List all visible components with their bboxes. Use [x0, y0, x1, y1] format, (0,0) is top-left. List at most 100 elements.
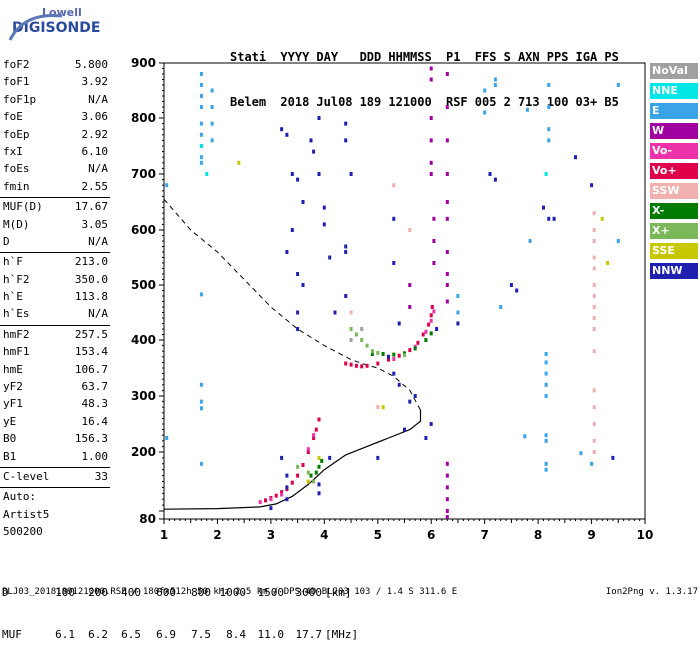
trace-point-e [165, 183, 169, 188]
trace-point-ssw [392, 183, 396, 188]
x-tick-label: 5 [374, 528, 382, 542]
param-row: h`Es N/A [0, 305, 110, 322]
logo-swoosh [8, 14, 63, 41]
trace-point-e [547, 127, 551, 132]
trace-point-e [165, 436, 169, 440]
trace-point-w [429, 172, 433, 176]
trace-point-x [312, 479, 316, 484]
legend-item-vo-5: Vo+ [650, 163, 698, 179]
trace-point-w [429, 138, 433, 143]
trace-point-e [483, 110, 487, 115]
trace-point-vo [376, 361, 380, 366]
x-tick-label: 6 [427, 528, 435, 542]
header-labels-6: FFS [474, 50, 497, 64]
trace-point-vo [421, 332, 425, 337]
param-name: foF2 [3, 58, 30, 71]
trace-point-w [445, 283, 449, 287]
trace-point-sse [237, 160, 241, 165]
param-name: foEs [3, 162, 30, 176]
trace-point-x [349, 327, 353, 331]
trace-point-nnw [301, 283, 305, 287]
trace-point-vo [360, 364, 364, 369]
logo-line2: DIGISONDE [12, 20, 101, 36]
trace-point-e [547, 83, 551, 87]
trace-point-vo [290, 480, 294, 485]
header-labels-8: AXN [517, 50, 540, 64]
trace-point-nnw [280, 455, 284, 460]
trace-point-w [445, 172, 449, 176]
trace-point-nnw [574, 155, 577, 160]
dtable-unit: [MHz] [325, 628, 359, 641]
trace-point-vo [408, 348, 412, 353]
param-row: C-level 33 [0, 468, 110, 485]
trace-point-ssw [592, 327, 596, 331]
trace-point-e [547, 138, 551, 143]
parameter-table: foF2 5.800 foF1 3.92 foF1p N/A foE 3.06 foEp 2.92… [0, 56, 110, 541]
trace-point-nnw [317, 172, 321, 176]
trace-point-vo [429, 318, 433, 323]
param-name: D [3, 234, 10, 248]
param-row: fxI 6.10 [0, 143, 110, 160]
trace-point-e [544, 467, 548, 472]
param-name: h`F2 [3, 272, 30, 286]
dtable-value: 11.0 [257, 628, 285, 641]
trace-point-ssw [592, 349, 596, 354]
param-name: foEp [3, 127, 30, 141]
header-block: Stati YYYY DAY DDD HHMMSS P1 FFS S AXN PPS IGA PS B… [230, 20, 619, 125]
version-label: Ion2Png v. 1.3.17 [605, 587, 698, 597]
trace-point-e [483, 88, 487, 93]
profile-solid-line [163, 410, 422, 510]
param-row: foE 3.06 [0, 108, 110, 125]
ionogram-chart: 1 2 3 4 5 6 7 8 9 10 80 200 300 400 500 600 700 800 900 [131, 56, 653, 542]
trace-point-e [579, 451, 583, 456]
trace-point-x [365, 343, 369, 348]
param-name: hmF1 [3, 345, 30, 359]
trace-point-e [590, 461, 594, 466]
trace-point-e [199, 132, 203, 137]
trace-point-nnw [317, 491, 321, 496]
trace-point-nnw [328, 255, 332, 260]
trace-point-ssw [592, 450, 596, 454]
header-values-3: 189 [359, 95, 382, 109]
header-labels-9: PPS [546, 50, 569, 64]
trace-point-x [392, 352, 396, 357]
x-tick-label: 1 [160, 528, 168, 542]
param-name: h`Es [3, 307, 30, 321]
param-row: M(D) 3.05 [0, 216, 110, 233]
trace-point-nnw [408, 399, 412, 404]
trace-point-e [544, 360, 548, 365]
trace-point-x [306, 470, 310, 475]
trace-point-nnw [285, 473, 289, 478]
trace-point-vo [269, 497, 273, 502]
param-value: 16.4 [81, 414, 109, 428]
param-row: yE 16.4 [0, 413, 110, 430]
trace-point-vo [296, 473, 300, 478]
header-values-7: 2 [503, 95, 511, 109]
y-tick-label: 300 [131, 389, 156, 403]
param-value: N/A [88, 162, 108, 176]
trace-point-x [317, 464, 321, 469]
header-labels-3: DDD [359, 50, 382, 64]
trace-point-x [309, 473, 313, 478]
trace-point-ssw [592, 438, 596, 443]
param-value: 1.00 [81, 449, 109, 463]
trace-point-nnw [590, 183, 594, 188]
trace-point-e [210, 121, 214, 126]
trace-point-e [210, 138, 214, 143]
plot-frame [163, 62, 646, 520]
trace-point-x [370, 349, 374, 354]
header-values-5: RSF [445, 95, 468, 109]
muf-table: D 100 200 400 600 800 1000 1500 3000 [km] MUF 6.1 6… [2, 558, 358, 656]
y-tick-label: 80 [139, 512, 156, 526]
param-row: D N/A [0, 233, 110, 250]
trace-point-nnw [290, 172, 294, 176]
trace-point-nnw [322, 205, 326, 210]
trace-point-w [445, 250, 449, 254]
param-value: N/A [88, 92, 108, 106]
param-row: h`E 113.8 [0, 288, 110, 305]
trace-point-sse [306, 479, 310, 484]
param-value: 33 [94, 469, 108, 483]
dtable-value: 6.5 [121, 628, 141, 641]
param-name: foE [3, 110, 23, 124]
trace-point-w [432, 239, 436, 243]
